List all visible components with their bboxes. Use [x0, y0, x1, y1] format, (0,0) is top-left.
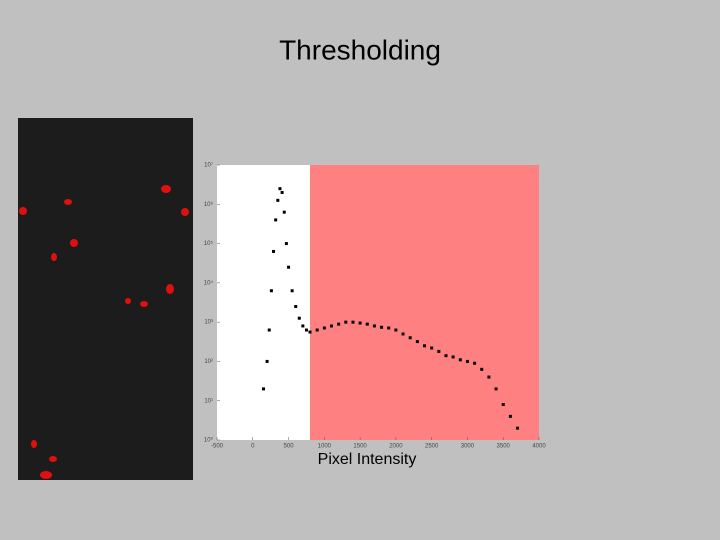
spot	[70, 239, 78, 247]
data-point	[501, 403, 505, 407]
x-tick-label: 500	[284, 444, 295, 450]
data-point	[308, 330, 312, 334]
y-tick-label: 10³	[204, 320, 213, 326]
x-axis-label: Pixel Intensity	[318, 451, 417, 468]
x-tick-label: 4000	[532, 444, 546, 450]
y-tick-label: 10⁰	[204, 437, 214, 444]
data-point	[287, 265, 291, 269]
threshold-region	[310, 165, 539, 440]
data-point	[315, 328, 319, 332]
data-point	[280, 190, 284, 194]
data-point	[458, 358, 462, 362]
x-tick-label: 2500	[425, 444, 439, 450]
data-point	[401, 332, 405, 336]
image-background	[18, 118, 193, 480]
data-point	[451, 355, 455, 359]
data-point	[387, 326, 391, 330]
spot	[31, 440, 37, 448]
spot	[49, 456, 57, 462]
spot	[19, 207, 27, 215]
microscopy-image	[18, 118, 193, 480]
data-point	[437, 349, 441, 353]
data-point	[516, 426, 520, 430]
data-point	[276, 198, 280, 202]
data-point	[480, 367, 484, 371]
spot	[181, 208, 189, 216]
data-point	[365, 322, 369, 326]
data-point	[304, 328, 308, 332]
data-point	[473, 361, 477, 365]
spot	[64, 199, 72, 205]
data-point	[408, 336, 412, 340]
data-point	[267, 328, 271, 332]
data-point	[380, 325, 384, 329]
spot	[166, 284, 174, 294]
cell-spots	[19, 185, 189, 479]
data-point	[508, 414, 512, 418]
data-point	[274, 218, 278, 222]
data-point	[415, 340, 419, 344]
y-tick-label: 10⁶	[204, 201, 214, 208]
data-point	[351, 320, 355, 324]
spot	[140, 301, 148, 307]
data-point	[487, 375, 491, 379]
data-point	[444, 354, 448, 358]
x-tick-label: 2000	[389, 444, 403, 450]
slide-title: Thresholding	[279, 34, 441, 65]
data-point	[301, 324, 305, 328]
data-point	[278, 187, 282, 191]
data-point	[344, 320, 348, 324]
data-point	[358, 321, 362, 325]
y-tick-label: 10⁷	[204, 162, 213, 169]
x-tick-label: 1500	[353, 444, 367, 450]
data-point	[465, 359, 469, 363]
data-point	[322, 326, 326, 330]
data-point	[262, 387, 266, 391]
data-point	[394, 328, 398, 332]
spot	[51, 253, 57, 261]
y-tick-label: 10²	[204, 359, 213, 365]
y-tick-label: 10⁴	[204, 279, 214, 286]
spot	[161, 185, 171, 193]
x-tick-label: 0	[251, 444, 255, 450]
y-tick-label: 10⁵	[204, 240, 214, 247]
x-tick-label: 1000	[318, 444, 332, 450]
data-point	[269, 289, 273, 293]
data-point	[423, 344, 427, 348]
data-point	[329, 324, 333, 328]
data-point	[337, 322, 341, 326]
x-tick-label: 3500	[497, 444, 511, 450]
data-point	[290, 289, 294, 293]
data-point	[430, 346, 434, 350]
x-tick-label: 3000	[461, 444, 475, 450]
data-point	[265, 359, 269, 363]
data-point	[372, 324, 376, 328]
data-point	[284, 242, 288, 246]
data-point	[282, 210, 286, 214]
data-point	[272, 249, 276, 253]
spot	[40, 471, 52, 479]
data-point	[294, 305, 298, 309]
x-tick-label: -500	[211, 444, 224, 450]
y-tick-label: 10¹	[204, 398, 213, 404]
data-point	[494, 387, 498, 391]
data-point	[297, 316, 301, 320]
spot	[125, 298, 131, 304]
